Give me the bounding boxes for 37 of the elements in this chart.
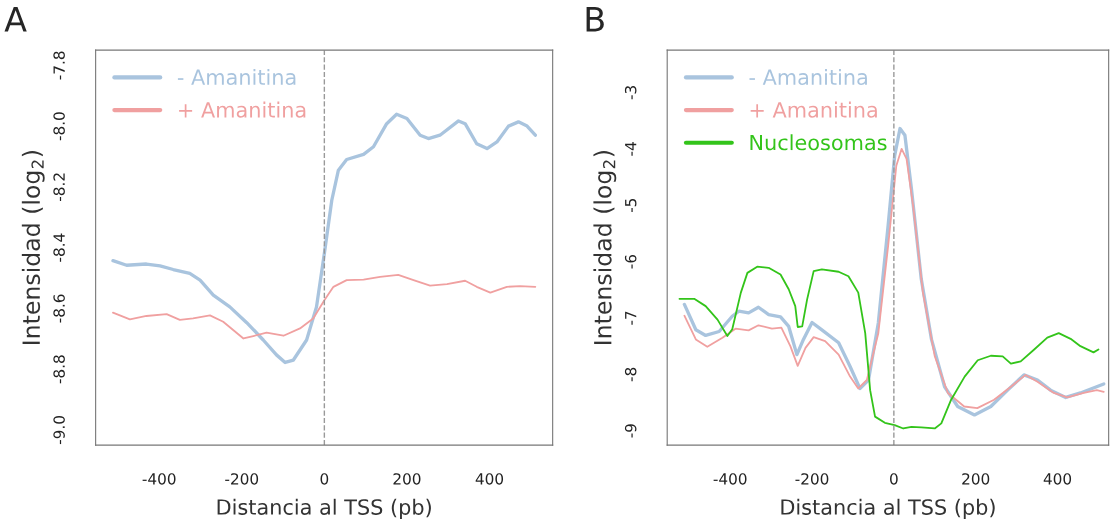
y-tick-label: -8.0	[53, 112, 65, 141]
y-tick-label: -7.8	[53, 51, 65, 80]
x-tick-label: 0	[890, 473, 898, 485]
y-tick-label: -9	[624, 424, 637, 438]
y-axis-title: Intensidad (log$_{2}$)	[21, 151, 45, 345]
y-tick-label: -7	[625, 311, 637, 325]
chart-title: A	[4, 7, 27, 32]
y-tick-label: -5	[625, 198, 637, 213]
y-tick-label: -8	[624, 367, 637, 382]
x-axis-title: Distancia al TSS (pb)	[217, 498, 431, 519]
x-tick-label: 0	[320, 473, 329, 485]
x-tick-label: 400	[475, 473, 504, 485]
x-axis-title: Distancia al TSS (pb)	[781, 498, 995, 519]
x-tick-label: 200	[962, 473, 990, 485]
legend-label: - Amanitina	[177, 68, 296, 86]
y-tick-label: -6	[624, 254, 637, 269]
x-tick-label: 200	[393, 473, 421, 485]
legend-label: + Amanitina	[179, 101, 306, 118]
y-tick-label: -8.4	[53, 233, 65, 262]
y-tick-label: -9.0	[53, 416, 65, 445]
x-tick-label: -400	[142, 473, 176, 485]
x-tick-label: -400	[713, 473, 747, 485]
legend-label: Nucleosomas	[750, 134, 887, 151]
y-tick-label: -3	[624, 86, 637, 100]
y-tick-label: -8.2	[53, 173, 65, 202]
line-series	[112, 274, 537, 340]
y-tick-label: -8.8	[53, 355, 65, 384]
legend-label: + Amanitina	[750, 101, 877, 118]
legend-label: - Amanitina	[749, 68, 867, 86]
y-axis-title: Intensidad (log$_{2}$)	[593, 151, 617, 345]
x-tick-label: 400	[1043, 473, 1072, 485]
line-series	[678, 265, 1100, 430]
y-tick-label: -8.6	[53, 294, 65, 323]
x-tick-label: -200	[795, 473, 829, 485]
x-tick-label: -200	[225, 473, 259, 485]
y-tick-label: -4	[625, 142, 637, 156]
chart-title: B	[586, 7, 604, 32]
